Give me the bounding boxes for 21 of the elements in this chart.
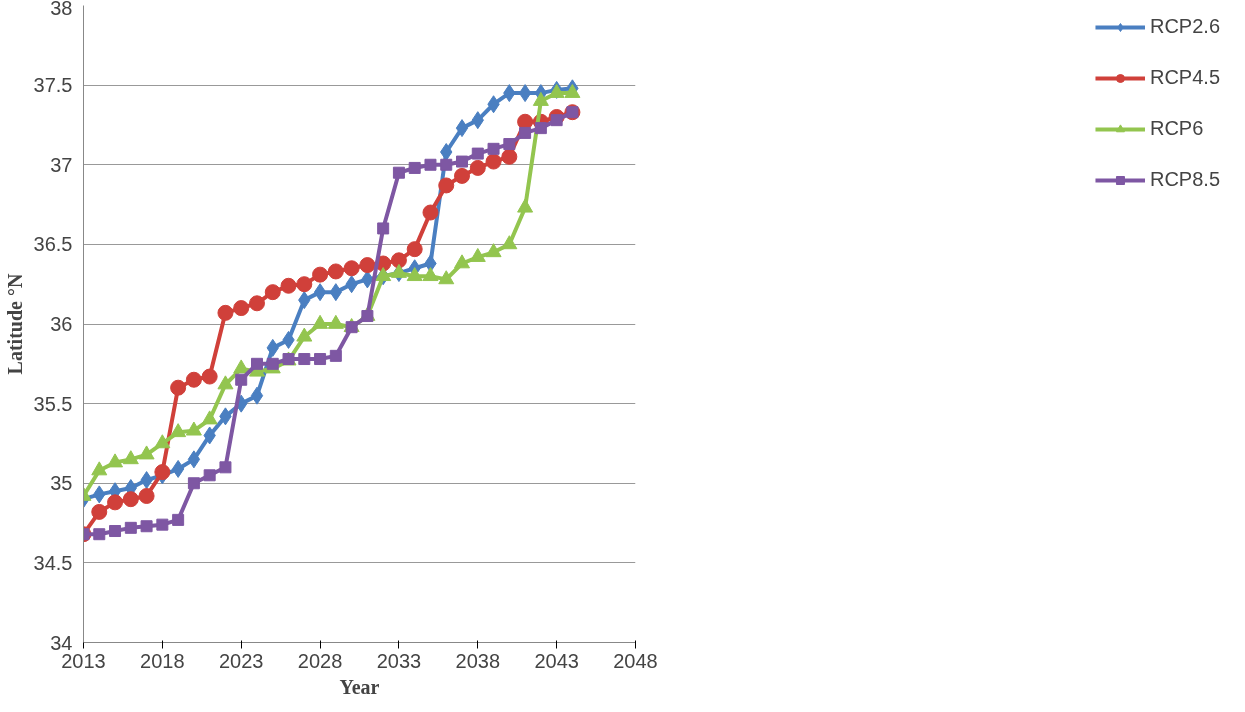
x-tick-label: 2048 [613, 649, 658, 672]
legend-label: RCP8.5 [1149, 168, 1220, 191]
y-tick-label: 36.5 [33, 233, 73, 256]
x-tick-label: 2043 [534, 649, 579, 672]
legend-label: RCP2.6 [1149, 15, 1220, 38]
legend-label: RCP4.5 [1149, 66, 1220, 89]
x-tick-label: 2018 [140, 649, 185, 672]
y-tick-label: 38 [50, 0, 73, 19]
x-tick-label: 2028 [297, 649, 343, 672]
y-tick-label: 36 [50, 313, 73, 335]
y-tick-label: 37.5 [33, 74, 73, 97]
legend-label: RCP6 [1149, 117, 1204, 140]
y-tick-label: 35.5 [33, 392, 73, 415]
y-tick-label: 37 [50, 153, 73, 176]
x-tick-label: 2033 [376, 649, 422, 672]
y-tick-label: 34.5 [33, 551, 73, 574]
y-tick-label: 35 [50, 472, 73, 495]
x-axis-title: Year [339, 675, 380, 698]
x-tick-label: 2023 [218, 649, 264, 672]
x-tick-label: 2038 [455, 649, 501, 672]
y-axis-title: Latitude °N [3, 273, 26, 375]
